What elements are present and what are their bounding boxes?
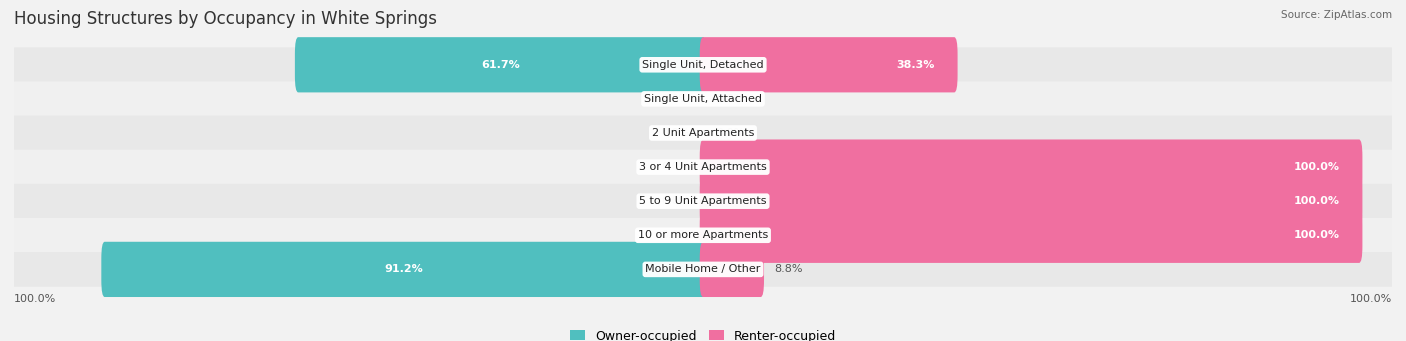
Text: 100.0%: 100.0% — [1294, 196, 1340, 206]
Text: 38.3%: 38.3% — [896, 60, 935, 70]
FancyBboxPatch shape — [14, 116, 1392, 150]
FancyBboxPatch shape — [295, 37, 706, 92]
Text: 3 or 4 Unit Apartments: 3 or 4 Unit Apartments — [640, 162, 766, 172]
Text: Single Unit, Detached: Single Unit, Detached — [643, 60, 763, 70]
FancyBboxPatch shape — [14, 184, 1392, 219]
Text: Source: ZipAtlas.com: Source: ZipAtlas.com — [1281, 10, 1392, 20]
FancyBboxPatch shape — [700, 139, 1362, 195]
FancyBboxPatch shape — [700, 37, 957, 92]
Text: 0.0%: 0.0% — [662, 230, 690, 240]
Text: Housing Structures by Occupancy in White Springs: Housing Structures by Occupancy in White… — [14, 10, 437, 28]
FancyBboxPatch shape — [14, 47, 1392, 82]
Text: 100.0%: 100.0% — [14, 294, 56, 304]
FancyBboxPatch shape — [14, 252, 1392, 287]
FancyBboxPatch shape — [101, 242, 706, 297]
Text: Single Unit, Attached: Single Unit, Attached — [644, 94, 762, 104]
Text: 0.0%: 0.0% — [662, 94, 690, 104]
Legend: Owner-occupied, Renter-occupied: Owner-occupied, Renter-occupied — [569, 329, 837, 341]
Text: 91.2%: 91.2% — [384, 264, 423, 275]
FancyBboxPatch shape — [700, 208, 1362, 263]
Text: 8.8%: 8.8% — [773, 264, 803, 275]
Text: 0.0%: 0.0% — [662, 162, 690, 172]
Text: 5 to 9 Unit Apartments: 5 to 9 Unit Apartments — [640, 196, 766, 206]
Text: 0.0%: 0.0% — [662, 196, 690, 206]
Text: Mobile Home / Other: Mobile Home / Other — [645, 264, 761, 275]
Text: 0.0%: 0.0% — [716, 94, 744, 104]
Text: 100.0%: 100.0% — [1294, 162, 1340, 172]
FancyBboxPatch shape — [700, 174, 1362, 229]
Text: 2 Unit Apartments: 2 Unit Apartments — [652, 128, 754, 138]
Text: 100.0%: 100.0% — [1294, 230, 1340, 240]
Text: 0.0%: 0.0% — [716, 128, 744, 138]
FancyBboxPatch shape — [14, 218, 1392, 253]
Text: 0.0%: 0.0% — [662, 128, 690, 138]
Text: 10 or more Apartments: 10 or more Apartments — [638, 230, 768, 240]
FancyBboxPatch shape — [14, 81, 1392, 116]
FancyBboxPatch shape — [14, 150, 1392, 184]
FancyBboxPatch shape — [700, 242, 763, 297]
Text: 61.7%: 61.7% — [481, 60, 520, 70]
Text: 100.0%: 100.0% — [1350, 294, 1392, 304]
